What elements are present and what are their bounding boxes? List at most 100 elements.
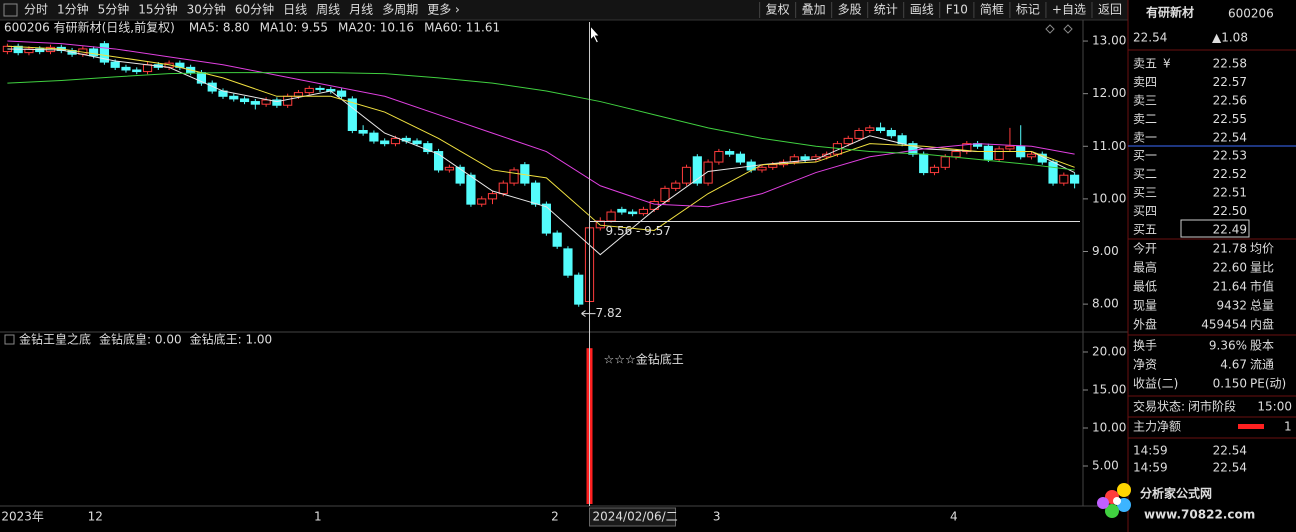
candle-body <box>444 166 454 171</box>
toolbar-tab[interactable]: 更多 › <box>427 3 460 17</box>
ma-line <box>7 40 1075 208</box>
candle-body <box>390 137 401 145</box>
stat-unit: PE(动) <box>1250 377 1286 391</box>
indicator-legend: 金钻底皇: 0.00 <box>99 332 182 347</box>
sell-label: 卖五 <box>1133 57 1157 71</box>
ma-legend: MA60: 11.61 <box>424 21 500 35</box>
toolbar-tab[interactable]: 1分钟 <box>57 2 89 17</box>
candle-body <box>315 87 325 90</box>
toolbar-tab[interactable]: 多周期 <box>382 3 418 17</box>
date-label: 4 <box>950 510 958 524</box>
candle-body <box>994 148 1004 160</box>
watermark-logo <box>1097 483 1131 518</box>
y-tick-label: 15.00 <box>1092 382 1126 396</box>
stat-label: 最高 <box>1133 260 1157 275</box>
toolbar-tab[interactable]: 日线 <box>283 3 307 17</box>
stat-value: 0.150 <box>1213 377 1247 391</box>
candle-body <box>509 169 519 184</box>
candle-body <box>919 153 929 174</box>
candle-body <box>886 129 896 137</box>
toolbar-button[interactable]: 叠加 <box>802 3 826 17</box>
cursor-label: 2024/02/06/二 <box>593 510 678 524</box>
ma-legend: MA10: 9.55 <box>260 21 328 35</box>
toolbar-button[interactable]: 多股 <box>838 3 862 17</box>
y-tick-label: 10.00 <box>1092 191 1126 205</box>
candle-body <box>671 182 681 189</box>
main-force-label: 主力净额 <box>1133 420 1181 434</box>
candle-body <box>681 166 692 184</box>
indicator-icon <box>4 334 15 345</box>
candle-body <box>433 151 444 171</box>
candle-body <box>951 151 961 158</box>
toolbar-tab[interactable]: 分时 <box>24 3 48 17</box>
candle-body <box>487 193 498 200</box>
candle-body <box>498 182 508 195</box>
candle-body <box>347 98 357 131</box>
tick-price: 22.54 <box>1213 461 1247 475</box>
toolbar-tab[interactable]: 5分钟 <box>98 2 130 17</box>
toolbar-button[interactable]: 简框 <box>980 3 1004 17</box>
stat-value: 22.60 <box>1213 261 1247 275</box>
status-value: 闭市阶段 <box>1188 399 1236 414</box>
stat-unit: 内盘 <box>1250 317 1274 332</box>
main-force-value: 1 <box>1284 420 1292 434</box>
mouse-pointer <box>590 24 601 44</box>
toolbar-button[interactable]: +自选 <box>1052 3 1086 17</box>
sell-value: 22.56 <box>1213 94 1247 108</box>
toolbar-button[interactable]: 复权 <box>766 3 790 17</box>
indicator-legend: 金钻底王: 1.00 <box>190 332 273 347</box>
buy-label: 买五 <box>1133 223 1157 237</box>
candle-body <box>660 187 670 203</box>
watermark-url: www.70822.com <box>1144 508 1255 522</box>
stat-label: 现量 <box>1133 299 1157 313</box>
toolbar-tab[interactable]: 周线 <box>316 3 340 17</box>
y-tick-label: 8.00 <box>1092 297 1119 311</box>
candle-body <box>703 161 713 184</box>
candle-body <box>875 127 886 131</box>
candle-body <box>369 132 379 142</box>
candle-body <box>983 145 993 160</box>
toolbar-tab[interactable]: 30分钟 <box>187 2 226 17</box>
buy-value: 22.52 <box>1213 167 1247 181</box>
stat-unit: 流通 <box>1250 358 1274 372</box>
candle-body <box>1059 174 1069 184</box>
chart-title: 600206 有研新材(日线,前复权) <box>4 20 175 35</box>
toolbar-button[interactable]: 画线 <box>910 3 934 17</box>
stat-value: 459454 <box>1201 318 1247 332</box>
level-label: 9.56 - 9.57 <box>606 224 671 238</box>
sell-value: 22.54 <box>1213 131 1247 145</box>
toolbar-button[interactable]: 标记 <box>1016 3 1040 17</box>
toolbar-button[interactable]: F10 <box>946 3 968 17</box>
tick-price: 22.54 <box>1213 444 1247 458</box>
tick-time: 14:59 <box>1133 444 1168 458</box>
toolbar-button[interactable]: 统计 <box>874 3 898 17</box>
candle-body <box>239 98 250 103</box>
ma-line <box>7 45 1075 231</box>
candle-body <box>725 151 735 155</box>
toolbar-tab[interactable]: 月线 <box>349 3 373 17</box>
candle-body <box>757 166 767 171</box>
indicator-title: 金钻王皇之底 <box>19 332 91 347</box>
candle-body <box>768 164 778 168</box>
candle-body <box>99 43 110 63</box>
toolbar-tab[interactable]: 15分钟 <box>138 2 177 17</box>
candle-body <box>865 127 875 131</box>
candle-body <box>207 82 217 92</box>
date-label: 2023年 <box>1 510 44 524</box>
toolbar-button[interactable]: 返回 <box>1098 3 1122 17</box>
stat-label: 换手 <box>1133 339 1157 353</box>
candle-body <box>1026 153 1037 158</box>
candle-body <box>89 48 99 57</box>
stat-label: 今开 <box>1133 241 1157 256</box>
stock-code: 600206 <box>1228 7 1274 21</box>
candle-body <box>962 143 972 153</box>
candle-body <box>304 87 314 94</box>
toolbar-tab[interactable]: 60分钟 <box>235 2 274 17</box>
candle-body <box>412 140 422 145</box>
candle-body <box>1070 174 1080 184</box>
candle-body <box>908 143 918 155</box>
candle-body <box>1037 153 1047 163</box>
candle-body <box>293 92 304 97</box>
candle-body <box>531 182 541 205</box>
